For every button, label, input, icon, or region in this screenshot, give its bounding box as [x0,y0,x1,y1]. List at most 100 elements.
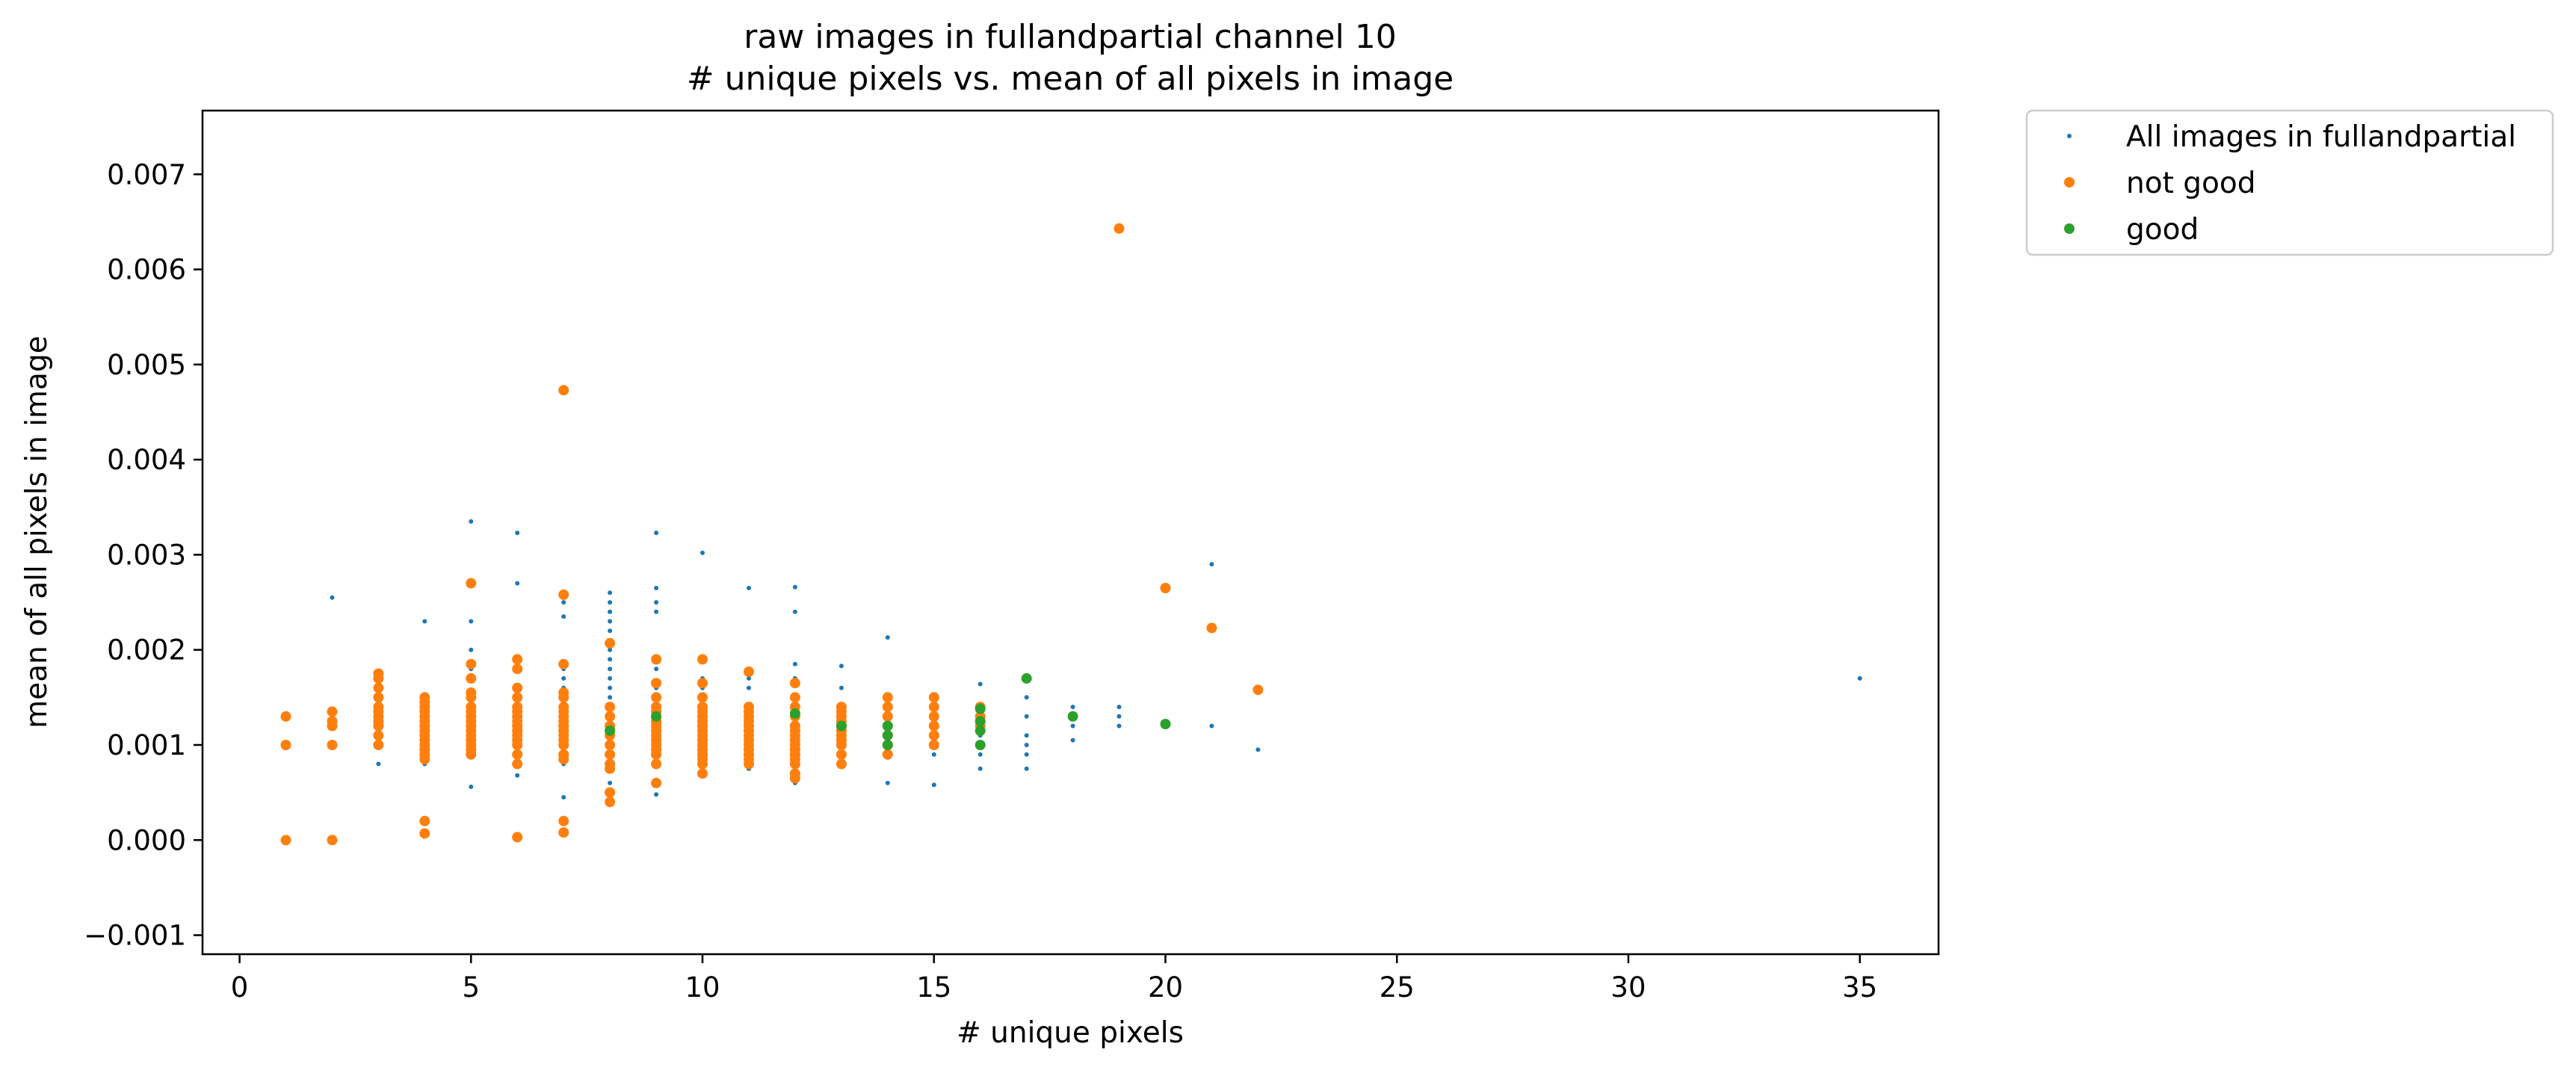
data-point [605,725,616,736]
data-point [419,828,430,839]
y-tick-label: 0.005 [107,349,186,381]
data-point [1857,675,1862,681]
data-point [792,584,797,590]
data-point [977,766,983,771]
plot-marks [280,223,1862,846]
data-point [747,586,751,590]
data-point [515,581,520,586]
data-point [605,763,616,774]
data-point [512,740,523,750]
data-point [1116,714,1122,719]
data-point [469,619,474,624]
data-point [558,658,569,670]
data-point [608,657,613,662]
data-point [651,758,662,770]
data-point [561,795,566,800]
data-point [835,749,847,760]
data-point [1024,743,1029,747]
data-point [466,578,477,589]
data-point [928,720,939,732]
data-point [561,600,566,605]
data-point [882,740,893,750]
data-point [928,740,939,750]
data-point [977,681,983,687]
data-point [928,702,939,713]
legend-marker [2064,177,2075,188]
data-point [512,758,523,770]
data-point [1070,705,1075,710]
data-point [419,754,430,765]
data-point [608,685,613,690]
data-point [1160,719,1171,729]
data-point [512,682,523,693]
x-axis-label: # unique pixels [957,1016,1184,1050]
data-point [1160,583,1171,593]
y-tick-label: 0.002 [107,634,186,667]
data-point [928,730,939,741]
data-point [422,619,427,624]
chart-title-line-2: # unique pixels vs. mean of all pixels i… [687,60,1454,98]
data-point [654,792,659,797]
data-point [1024,695,1029,700]
data-point [608,695,613,700]
data-point [466,692,477,703]
data-point [882,730,893,741]
data-point [654,531,659,536]
data-point [651,711,662,722]
data-point [882,692,893,703]
data-point [605,787,616,798]
y-tick-label: 0.006 [107,254,186,286]
data-point [654,609,659,614]
data-point [697,768,708,779]
x-tick-label: 35 [1842,971,1877,1004]
x-tick-label: 10 [685,971,720,1004]
data-point [608,628,613,634]
data-point [1116,723,1122,729]
data-point [697,654,708,665]
data-point [789,692,800,703]
x-tick-label: 20 [1148,971,1183,1004]
data-point [792,609,797,614]
data-point [651,749,662,760]
data-point [605,749,616,760]
data-point [515,531,520,536]
data-point [558,827,569,838]
data-point [700,550,705,555]
data-point [512,749,523,760]
data-point [744,758,754,770]
data-point [744,667,754,677]
data-point [558,754,569,765]
data-point [512,664,523,675]
data-point [608,590,613,596]
data-point [931,782,936,788]
data-point [1021,672,1032,684]
data-point [928,692,939,703]
data-point [608,609,613,614]
data-point [651,692,662,703]
y-tick-label: 0.000 [107,824,186,856]
data-point [651,654,662,665]
data-point [558,740,569,750]
data-point [697,692,708,703]
data-point [608,675,613,681]
data-point [561,675,566,681]
data-point [654,586,659,590]
data-point [931,752,936,757]
x-axis: 0 5 10 15 20 25 30 35 [231,954,1877,1004]
data-point [654,667,659,672]
data-point [1255,747,1261,752]
y-tick-label: 0.007 [107,158,186,191]
data-point [1253,684,1264,696]
data-point [1024,752,1029,757]
data-point [608,619,613,624]
data-point [512,692,523,703]
data-point [561,614,566,619]
data-point [373,672,384,684]
data-point [469,785,474,789]
data-point [558,589,569,600]
data-point [419,815,430,826]
data-point [975,716,986,727]
data-point [1024,766,1029,771]
data-point [608,667,613,672]
y-tick-label: 0.003 [107,539,186,571]
